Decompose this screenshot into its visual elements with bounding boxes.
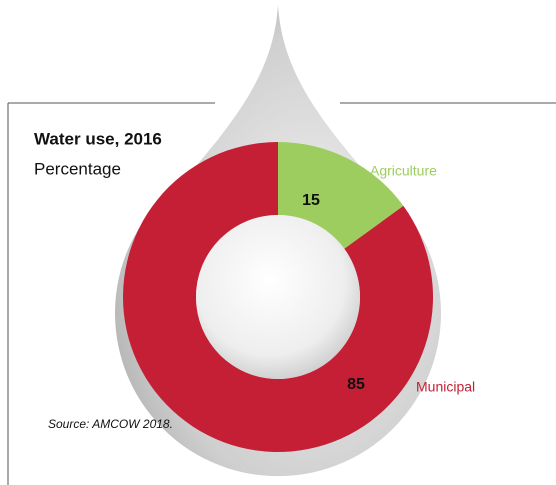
donut-hole: [196, 215, 360, 379]
donut-segment: [278, 142, 404, 249]
chart-title: Water use, 2016: [34, 129, 162, 148]
category-label: Municipal: [416, 379, 475, 395]
source-note: Source: AMCOW 2018.: [48, 417, 173, 431]
chart-subtitle: Percentage: [34, 159, 121, 178]
data-label: 85: [347, 376, 365, 393]
donut-segment: [122, 142, 434, 452]
category-label: Agriculture: [370, 163, 437, 179]
data-label: 15: [302, 192, 320, 209]
donut: [122, 142, 434, 452]
